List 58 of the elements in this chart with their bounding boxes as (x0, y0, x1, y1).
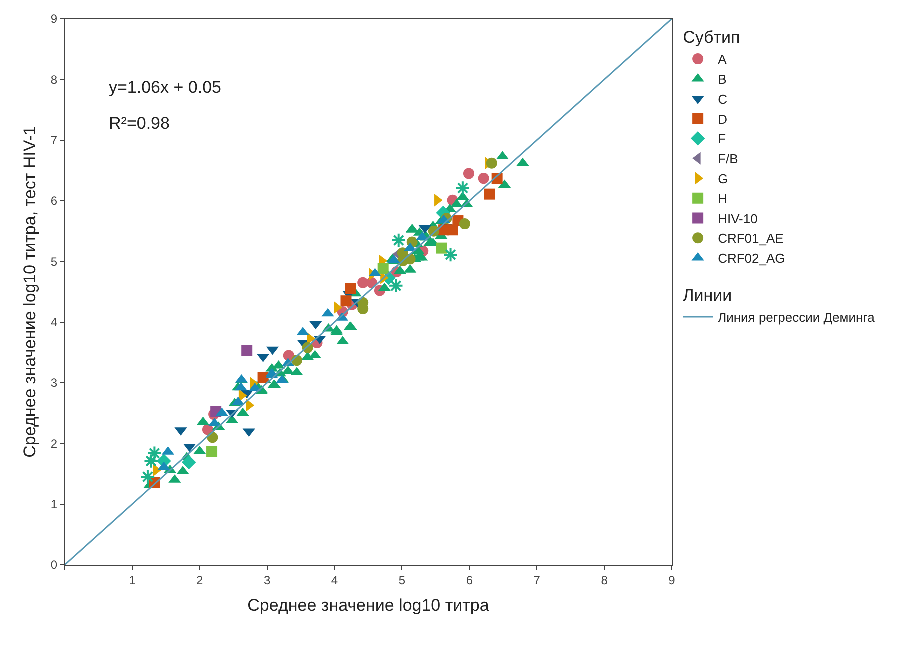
point (378, 263, 389, 274)
annotation: R²=0.98 (109, 114, 170, 133)
y-tick-label: 8 (50, 72, 58, 87)
y-tick-label: 3 (50, 376, 58, 390)
x-tick-label: 3 (264, 573, 271, 588)
point (436, 242, 448, 254)
point (182, 455, 196, 470)
y-tick-label: 4 (50, 316, 58, 330)
x-tick-label: 7 (534, 573, 541, 588)
y-tick-label: 1 (50, 498, 58, 512)
x-tick-label: 4 (331, 573, 338, 588)
x-axis-title: Среднее значение log10 титра (248, 596, 490, 615)
legend-label: H (718, 191, 728, 206)
point (486, 158, 498, 169)
legend-label: Линия регрессии Деминга (718, 310, 876, 326)
point (484, 188, 496, 200)
legend-label: C (718, 92, 728, 107)
legend-label: HIV-10 (718, 211, 758, 226)
point (144, 454, 159, 469)
x-tick-label: 6 (466, 573, 474, 588)
legend-label: A (718, 52, 728, 68)
text: Линии (683, 286, 732, 306)
legend-label: CRF02_AG (718, 251, 786, 266)
point (206, 446, 218, 458)
y-tick-label: 2 (50, 436, 58, 451)
legend-label: G (718, 172, 728, 187)
point (388, 278, 404, 294)
point (242, 345, 253, 356)
point (358, 277, 369, 288)
point (455, 180, 471, 196)
y-tick-label: 6 (50, 194, 58, 208)
point (463, 168, 474, 180)
legend-label: F/B (718, 152, 738, 167)
point (345, 283, 356, 294)
point (340, 296, 352, 307)
legend-label: F (718, 132, 726, 147)
x-tick-label: 1 (129, 573, 136, 588)
legend-title: Субтип (683, 28, 740, 48)
y-axis-title: Среднее значение log10 титра, тест HIV-1 (20, 126, 40, 458)
y-tick-label: 0 (50, 558, 58, 572)
x-tick-label: 8 (601, 573, 608, 588)
point (459, 218, 470, 230)
x-tick-label: 5 (398, 573, 406, 588)
point (478, 173, 490, 184)
legend-label: B (718, 72, 727, 88)
legend-label: D (718, 112, 728, 127)
point (391, 232, 406, 248)
x-tick-label: 9 (668, 573, 676, 588)
annotation: y=1.06x + 0.05 (109, 78, 222, 97)
y-tick-label: 9 (50, 12, 58, 26)
point (443, 247, 458, 263)
point (147, 446, 162, 461)
y-tick-label: 5 (50, 254, 58, 269)
point (447, 224, 458, 236)
x-tick-label: 2 (196, 573, 204, 588)
point (140, 469, 156, 485)
y-tick-label: 7 (50, 134, 58, 148)
legend-label: CRF01_AE (718, 231, 784, 246)
